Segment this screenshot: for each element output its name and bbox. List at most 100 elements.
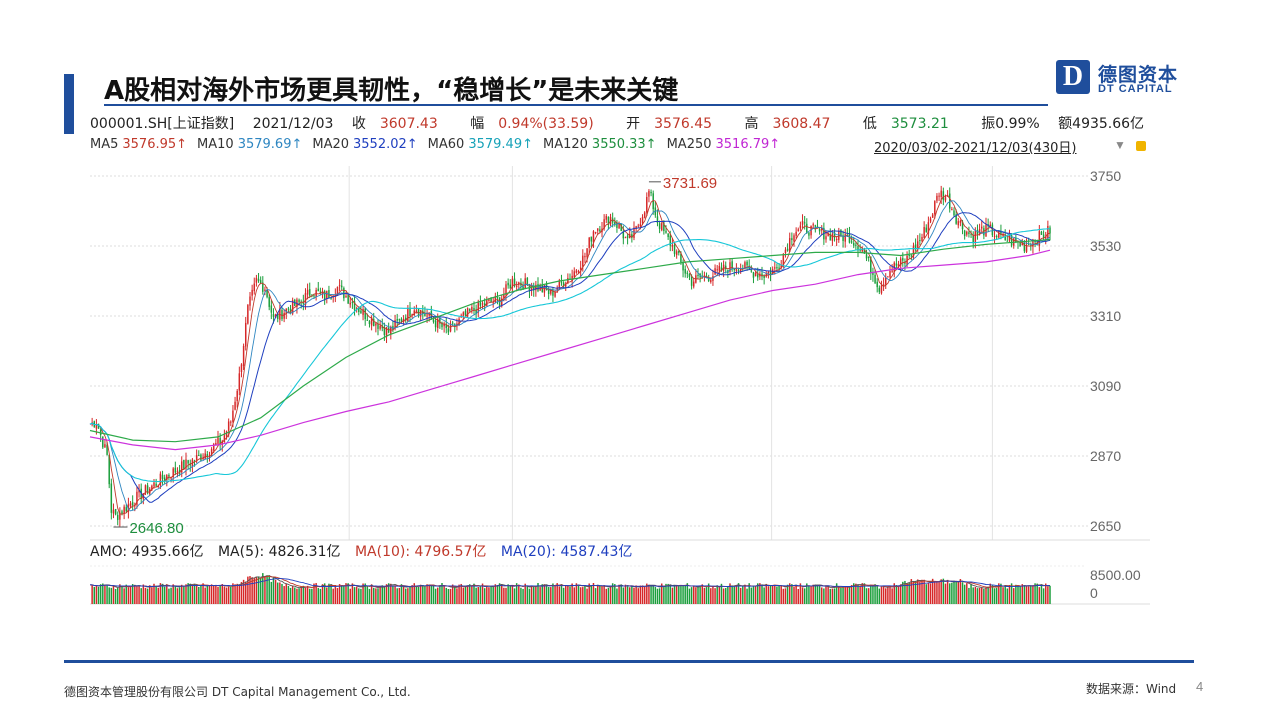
- volume-bar: [784, 588, 787, 604]
- candle-body: [616, 222, 618, 228]
- volume-bar: [232, 583, 234, 604]
- candle-body: [793, 235, 795, 242]
- candle-body: [206, 454, 209, 457]
- candle-body: [957, 221, 960, 226]
- volume-bar: [381, 585, 384, 604]
- volume-bar: [240, 582, 243, 604]
- candle-body: [110, 483, 113, 513]
- candle-body: [850, 241, 853, 243]
- volume-bar: [552, 583, 554, 604]
- candle-body: [368, 321, 371, 324]
- volume-bar: [409, 586, 411, 604]
- volume-bar: [125, 584, 128, 604]
- volume-bar: [1015, 584, 1017, 604]
- volume-ma5-line: [90, 575, 1051, 589]
- volume-bar: [394, 585, 396, 604]
- volume-bar: [622, 587, 625, 604]
- candle-body: [198, 454, 200, 456]
- volume-bar: [473, 583, 475, 604]
- candle-body: [567, 278, 569, 284]
- volume-bar: [825, 586, 827, 604]
- volume-bar: [614, 584, 616, 604]
- candle-body: [483, 303, 486, 306]
- volume-bar: [684, 585, 686, 604]
- volume-bar: [202, 583, 204, 604]
- volume-bar: [567, 585, 569, 604]
- candle-body: [366, 319, 369, 321]
- lock-icon[interactable]: [1136, 141, 1146, 151]
- candle-body: [801, 221, 804, 225]
- candle-body: [129, 503, 132, 506]
- volume-bar: [793, 586, 795, 604]
- volume-bar: [114, 588, 117, 604]
- dropdown-triangle-icon[interactable]: ▼: [1114, 138, 1126, 152]
- volume-bar: [462, 587, 465, 604]
- volume-bar: [274, 579, 277, 604]
- volume-bar: [577, 584, 580, 604]
- candle-body: [756, 274, 759, 278]
- candle-body: [944, 197, 947, 201]
- volume-bar: [415, 586, 418, 604]
- candle-body: [731, 261, 733, 269]
- volume-bar: [422, 585, 424, 604]
- candle-body: [532, 286, 535, 291]
- candle-body: [953, 210, 955, 216]
- volume-bar: [93, 586, 96, 604]
- candle-body: [210, 449, 213, 456]
- candle-body: [524, 278, 526, 289]
- candle-body: [562, 282, 565, 287]
- volume-bar: [931, 578, 934, 604]
- candle-body: [761, 273, 763, 277]
- candle-body: [605, 216, 608, 220]
- volume-bar: [592, 583, 595, 604]
- volume-bar: [882, 585, 885, 604]
- candle-body: [375, 323, 377, 326]
- candle-body: [735, 268, 738, 271]
- volume-legend-row: AMO: 4935.66亿 MA(5): 4826.31亿 MA(10): 47…: [90, 541, 642, 561]
- candle-body: [227, 421, 230, 431]
- volume-bar: [603, 585, 605, 604]
- candle-body: [594, 232, 597, 234]
- volume-bar: [498, 583, 501, 604]
- volume-bar: [558, 586, 561, 604]
- candle-body: [746, 261, 748, 266]
- volume-bar: [959, 579, 962, 604]
- volume-bar: [1023, 586, 1026, 604]
- volume-bar: [729, 583, 731, 604]
- volume-bar: [739, 587, 742, 604]
- volume-bar: [586, 588, 588, 604]
- volume-bar: [814, 584, 817, 604]
- candle-body: [166, 475, 168, 480]
- candle-body: [372, 319, 375, 327]
- volume-bar: [353, 587, 356, 604]
- logo-text-cn: 德图资本: [1098, 64, 1179, 86]
- candle-body: [921, 236, 923, 242]
- date-range-selector[interactable]: 2020/03/02-2021/12/03(430日): [874, 141, 1077, 156]
- candle-body: [503, 294, 505, 298]
- volume-bar: [526, 586, 529, 604]
- volume-bar: [978, 587, 981, 604]
- candle-body: [355, 308, 358, 310]
- candle-body: [936, 195, 938, 201]
- candle-body: [415, 310, 418, 312]
- volume-ma20-line: [90, 578, 1051, 588]
- volume-bar: [191, 585, 194, 604]
- candle-body: [586, 248, 588, 258]
- volume-bar: [599, 585, 601, 604]
- candle-body: [200, 454, 202, 461]
- volume-bar: [102, 583, 104, 604]
- candle-body: [752, 272, 755, 278]
- volume-bar: [193, 584, 196, 604]
- volume-bar: [539, 587, 541, 604]
- volume-bar: [257, 576, 260, 604]
- candle-body: [855, 244, 857, 246]
- volume-bar: [392, 585, 394, 604]
- candle-body: [505, 284, 507, 296]
- volume-bar: [178, 587, 181, 604]
- candle-body: [882, 284, 885, 286]
- volume-bar: [492, 585, 494, 604]
- volume-bar: [641, 585, 644, 604]
- candle-body: [897, 264, 900, 267]
- volume-bar: [189, 583, 192, 604]
